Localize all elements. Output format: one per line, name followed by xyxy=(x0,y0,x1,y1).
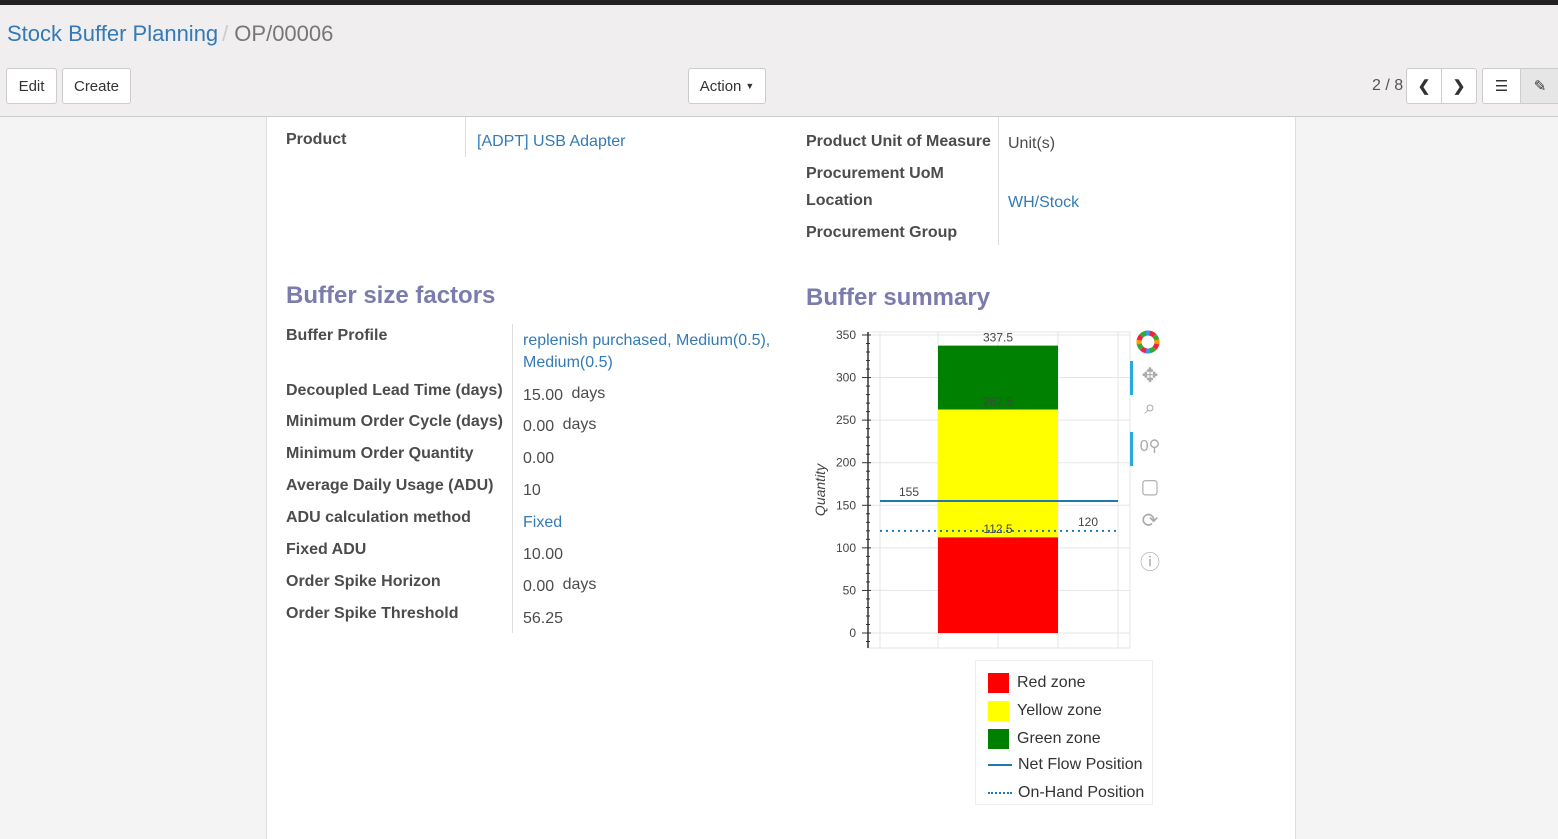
factor-value-text: 0.00 xyxy=(523,450,555,467)
factor-unit: days xyxy=(571,385,606,402)
buffer-summary-title: Buffer summary xyxy=(806,284,991,311)
factor-value-text: 0.00 xyxy=(523,578,555,595)
action-dropdown[interactable]: Action ▼ xyxy=(688,68,766,104)
active-tool-indicator xyxy=(1130,432,1133,466)
create-button[interactable]: Create xyxy=(62,68,131,104)
factor-label: Buffer Profile xyxy=(286,327,388,344)
list-view-button[interactable]: ☰ xyxy=(1482,68,1521,104)
pan-icon[interactable]: ✥ xyxy=(1141,365,1159,387)
breadcrumb-parent[interactable]: Stock Buffer Planning xyxy=(7,21,219,46)
factor-value: 0.00 days xyxy=(523,416,596,438)
factor-unit: days xyxy=(562,576,597,593)
factor-value-text: 15.00 xyxy=(523,387,564,404)
factor-value: 15.00 days xyxy=(523,385,605,407)
caret-down-icon: ▼ xyxy=(745,81,755,91)
divider xyxy=(465,117,466,157)
pager-value: 2 / 8 xyxy=(1372,77,1404,94)
form-view-button[interactable]: ✎ xyxy=(1520,68,1558,104)
factor-value-text: replenish purchased, Medium(0.5), xyxy=(523,332,771,349)
factor-value: 0.00 days xyxy=(523,576,596,598)
factor-value[interactable]: replenish purchased, Medium(0.5), Medium(… xyxy=(523,330,770,374)
factor-value: 10 xyxy=(523,480,541,502)
legend-swatch xyxy=(988,701,1009,721)
legend-label: On-Hand Position xyxy=(1018,784,1145,801)
divider xyxy=(512,324,513,633)
factor-value-text: 10.00 xyxy=(523,546,564,563)
legend-label: Yellow zone xyxy=(1017,702,1102,719)
factor-value-text: 0.00 xyxy=(523,418,555,435)
proc-group-label: Procurement Group xyxy=(806,224,958,241)
factor-label: Order Spike Horizon xyxy=(286,573,441,590)
legend-item: Green zone xyxy=(988,729,1101,749)
chevron-left-icon: ❮ xyxy=(1417,78,1431,95)
factor-label: Decoupled Lead Time (days) xyxy=(286,382,503,399)
legend-item: Yellow zone xyxy=(988,701,1102,721)
breadcrumb: Stock Buffer Planning / OP/00006 xyxy=(7,21,333,47)
factor-label: Order Spike Threshold xyxy=(286,605,459,622)
factor-value-text: 10 xyxy=(523,482,541,499)
wheel-zoom-icon[interactable]: 0⚲ xyxy=(1139,438,1161,455)
factor-value: 10.00 xyxy=(523,544,563,566)
factor-label: Minimum Order Quantity xyxy=(286,445,474,462)
factor-unit: days xyxy=(562,416,597,433)
breadcrumb-current: OP/00006 xyxy=(234,21,334,46)
active-tool-indicator xyxy=(1130,361,1133,395)
breadcrumb-separator: / xyxy=(222,21,229,46)
control-panel: Stock Buffer Planning / OP/00006 Edit Crea… xyxy=(0,5,1558,117)
legend-item: On-Hand Position xyxy=(988,784,1144,802)
chevron-right-icon: ❯ xyxy=(1452,78,1466,95)
pager-previous-button[interactable]: ❮ xyxy=(1406,68,1442,104)
list-icon: ☰ xyxy=(1494,78,1509,95)
factor-value: 56.25 xyxy=(523,608,563,630)
top-navbar xyxy=(0,0,1558,5)
action-label: Action xyxy=(699,77,742,95)
factor-value-text: 56.25 xyxy=(523,610,564,627)
legend-swatch xyxy=(988,673,1009,693)
bokeh-logo-icon[interactable] xyxy=(1136,330,1160,360)
factor-value-text: Medium(0.5) xyxy=(523,354,613,371)
edit-form-icon: ✎ xyxy=(1533,78,1547,95)
legend-item: Red zone xyxy=(988,673,1086,693)
factor-value-text: Fixed xyxy=(523,514,563,531)
product-label: Product xyxy=(286,131,347,148)
legend-item: Net Flow Position xyxy=(988,756,1143,774)
legend-label: Green zone xyxy=(1017,730,1101,747)
help-icon[interactable]: ⓘ xyxy=(1140,552,1160,574)
pager-next-button[interactable]: ❯ xyxy=(1441,68,1477,104)
factor-label: Fixed ADU xyxy=(286,541,367,558)
location-value[interactable]: WH/Stock xyxy=(1008,194,1080,211)
buffer-factors-title: Buffer size factors xyxy=(286,282,496,309)
divider xyxy=(998,117,999,245)
legend-swatch xyxy=(988,729,1009,749)
edit-button[interactable]: Edit xyxy=(6,68,57,104)
chart-legend: Red zone Yellow zone Green zone Net Flow… xyxy=(975,660,1153,805)
product-value[interactable]: [ADPT] USB Adapter xyxy=(477,133,626,150)
location-label: Location xyxy=(806,192,873,209)
factor-label: ADU calculation method xyxy=(286,509,471,526)
reset-icon[interactable]: ⟳ xyxy=(1141,510,1159,532)
proc-uom-label: Procurement UoM xyxy=(806,165,944,182)
box-zoom-icon[interactable]: ⌕ xyxy=(1144,397,1156,419)
legend-label: Net Flow Position xyxy=(1018,756,1143,773)
legend-swatch xyxy=(988,764,1012,766)
factor-label: Average Daily Usage (ADU) xyxy=(286,477,494,494)
factor-value: 0.00 xyxy=(523,448,554,470)
save-icon[interactable]: ▢ xyxy=(1140,476,1160,498)
legend-label: Red zone xyxy=(1017,674,1086,691)
uom-value: Unit(s) xyxy=(1008,135,1056,152)
uom-label: Product Unit of Measure xyxy=(806,133,991,150)
factor-value[interactable]: Fixed xyxy=(523,512,562,534)
legend-swatch xyxy=(988,792,1012,794)
factor-label: Minimum Order Cycle (days) xyxy=(286,413,503,430)
